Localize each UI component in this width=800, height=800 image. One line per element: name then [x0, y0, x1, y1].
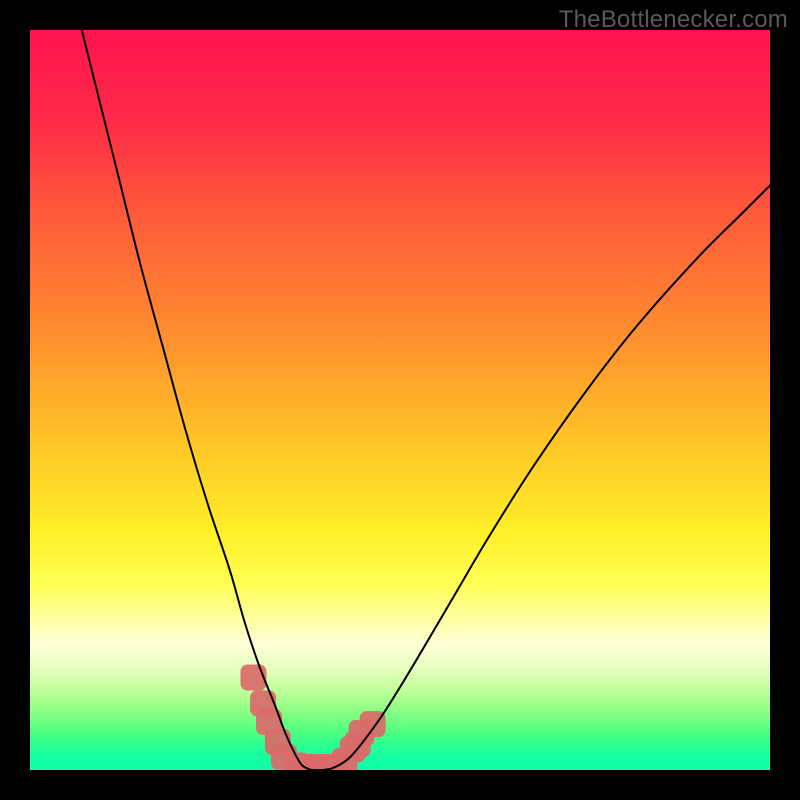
gradient-background [30, 30, 770, 770]
chart-frame: TheBottlenecker.com [0, 0, 800, 800]
data-marker [240, 665, 266, 691]
plot-area [30, 30, 770, 770]
bottleneck-chart [30, 30, 770, 770]
